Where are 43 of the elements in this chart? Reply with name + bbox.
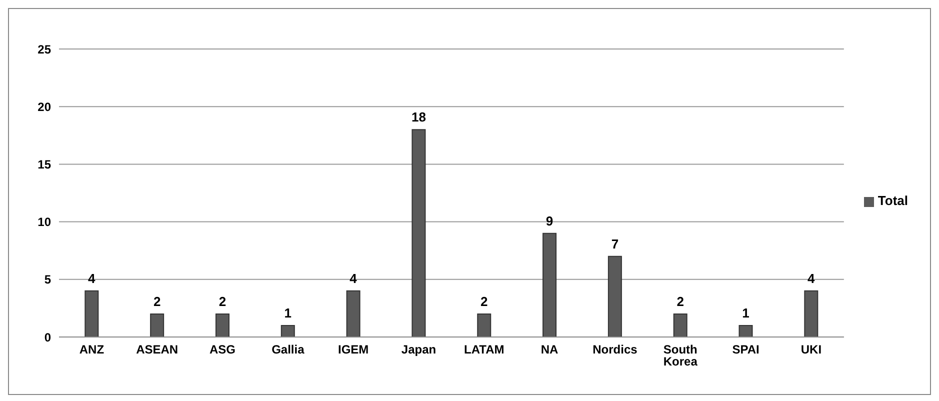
x-tick-label: ANZ <box>79 342 104 357</box>
data-label: 9 <box>546 213 554 228</box>
bar <box>542 232 557 337</box>
x-tick-label: ASEAN <box>136 342 178 357</box>
y-tick-label: 15 <box>38 157 52 172</box>
data-label: 1 <box>742 305 750 320</box>
x-tick-label: IGEM <box>338 342 369 357</box>
data-label: 18 <box>411 110 426 125</box>
data-label: 4 <box>808 270 816 286</box>
legend-label: Total <box>878 193 908 208</box>
x-tick-label: Nordics <box>592 342 638 357</box>
x-tick-label: Gallia <box>272 342 305 357</box>
data-label: 2 <box>480 294 488 309</box>
bar <box>150 313 164 337</box>
x-tick-label: NA <box>540 342 559 357</box>
bar <box>84 290 99 337</box>
bar <box>412 129 426 337</box>
data-label: 2 <box>676 294 684 309</box>
x-tick-label: SPAI <box>732 342 760 357</box>
y-tick-label: 0 <box>44 330 52 344</box>
x-tick-label: Japan <box>401 342 436 357</box>
bar <box>738 324 753 337</box>
y-tick-label: 5 <box>44 272 52 287</box>
data-label: 7 <box>611 236 619 252</box>
data-label: 4 <box>88 270 96 286</box>
data-label: 2 <box>218 294 226 309</box>
y-tick-label: 10 <box>38 215 52 230</box>
x-tick-label: UKI <box>800 342 822 357</box>
bar <box>477 313 492 337</box>
y-tick-label: 25 <box>38 42 52 56</box>
data-label: 1 <box>284 305 292 320</box>
bar <box>608 256 622 337</box>
y-tick-label: 20 <box>38 100 52 114</box>
x-tick-label: ASG <box>210 342 236 357</box>
x-tick-label: LATAM <box>464 342 504 357</box>
x-tick-label: South Korea <box>663 342 698 369</box>
bar <box>280 324 295 337</box>
bar <box>346 290 360 337</box>
bar <box>215 313 230 337</box>
bar <box>673 313 688 337</box>
data-label: 4 <box>350 270 358 286</box>
bar <box>804 290 818 337</box>
data-label: 2 <box>153 294 161 309</box>
